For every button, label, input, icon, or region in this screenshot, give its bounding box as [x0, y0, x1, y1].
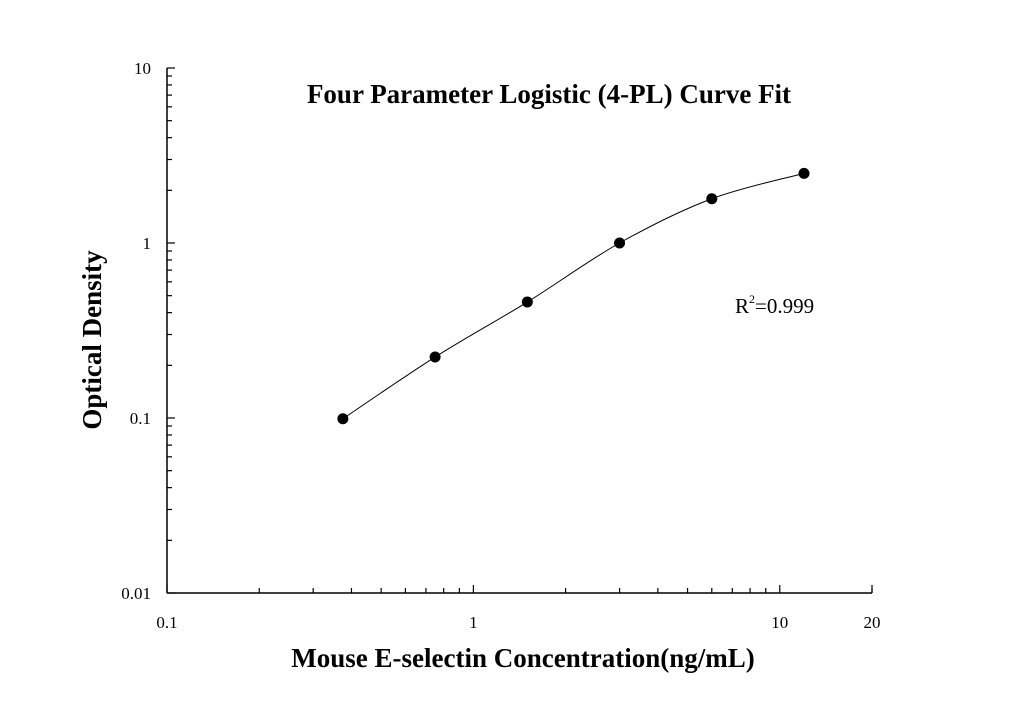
y-tick-label: 10 [134, 59, 151, 78]
data-point [798, 167, 810, 179]
x-tick-label: 0.1 [156, 613, 177, 632]
x-tick-label: 10 [771, 613, 788, 632]
y-tick-label: 0.01 [121, 584, 151, 603]
ticks: 0.1 1 10 20 0.01 0.1 1 10 [121, 59, 880, 632]
data-point [521, 296, 533, 308]
data-point [614, 237, 626, 249]
y-tick-label: 1 [143, 234, 152, 253]
chart-title: Four Parameter Logistic (4-PL) Curve Fit [307, 79, 791, 109]
data-point [706, 193, 718, 205]
x-axis-label: Mouse E-selectin Concentration(ng/mL) [291, 643, 754, 673]
y-tick-label: 0.1 [130, 409, 151, 428]
data-point [429, 351, 441, 363]
y-axis-label: Optical Density [77, 250, 107, 430]
axes [166, 68, 872, 594]
data-point [337, 413, 349, 425]
x-tick-label: 1 [469, 613, 478, 632]
r-squared-annotation: R2=0.999 [735, 292, 814, 318]
x-tick-label: 20 [864, 613, 881, 632]
data-points [337, 167, 810, 425]
